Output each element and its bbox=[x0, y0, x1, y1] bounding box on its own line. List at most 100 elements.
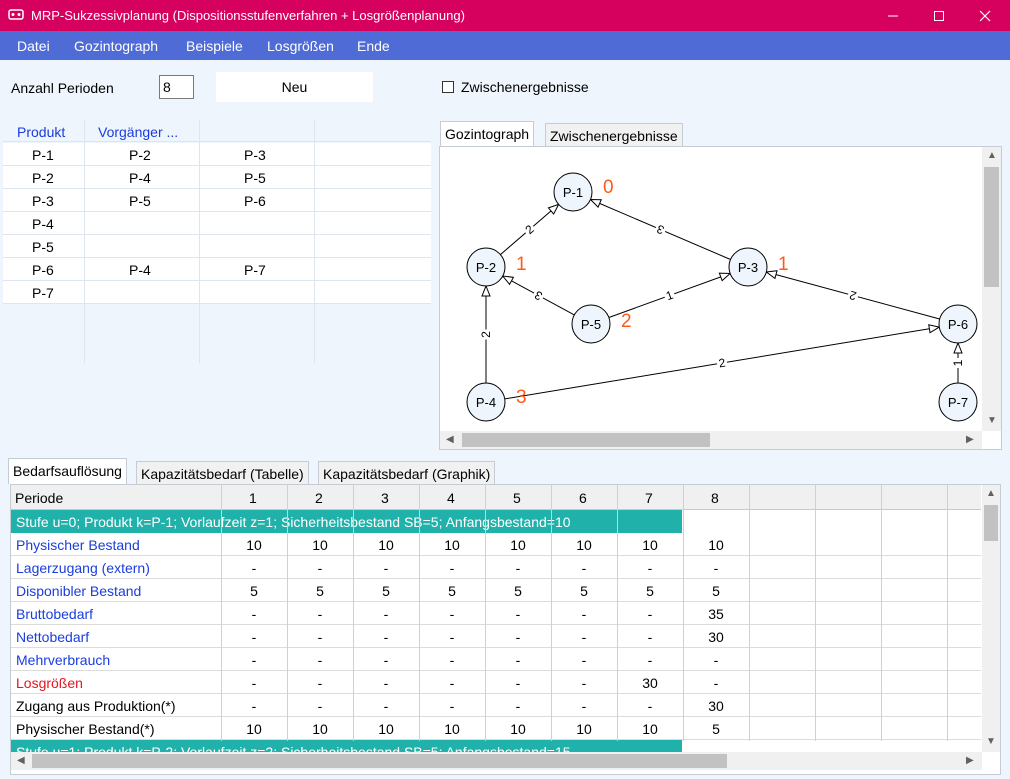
value-cell[interactable]: 10 bbox=[576, 721, 592, 737]
product-cell[interactable]: P-5 bbox=[32, 239, 54, 255]
value-cell[interactable]: - bbox=[317, 560, 323, 576]
value-cell[interactable]: - bbox=[647, 606, 653, 622]
predecessor-cell[interactable]: P-7 bbox=[244, 262, 266, 278]
value-cell[interactable]: - bbox=[581, 606, 587, 622]
value-cell[interactable]: 10 bbox=[510, 721, 526, 737]
value-cell[interactable]: - bbox=[581, 560, 587, 576]
header-produkt[interactable]: Produkt bbox=[17, 124, 66, 140]
table-row[interactable]: Nettobedarf - - - - - - - 30 bbox=[11, 625, 981, 648]
value-cell[interactable]: - bbox=[713, 675, 719, 691]
value-cell[interactable]: - bbox=[515, 606, 521, 622]
graph-horizontal-scrollbar[interactable]: ◀ ▶ bbox=[440, 431, 982, 449]
scroll-up-icon[interactable]: ▲ bbox=[987, 150, 997, 161]
scroll-left-icon[interactable]: ◀ bbox=[446, 434, 454, 445]
predecessor-cell[interactable]: P-5 bbox=[244, 170, 266, 186]
value-cell[interactable]: - bbox=[383, 606, 389, 622]
value-cell[interactable]: - bbox=[251, 606, 257, 622]
menu-beispiele[interactable]: Beispiele bbox=[186, 38, 243, 54]
scroll-down-icon[interactable]: ▼ bbox=[987, 415, 997, 426]
value-cell[interactable]: - bbox=[251, 560, 257, 576]
value-cell[interactable]: - bbox=[383, 560, 389, 576]
value-cell[interactable]: - bbox=[317, 629, 323, 645]
value-cell[interactable]: 10 bbox=[708, 537, 724, 553]
product-cell[interactable]: P-4 bbox=[32, 216, 54, 232]
product-row[interactable]: P-1 P-2 P-3 bbox=[3, 143, 431, 166]
value-cell[interactable]: - bbox=[449, 675, 455, 691]
value-cell[interactable]: - bbox=[581, 652, 587, 668]
value-cell[interactable]: 5 bbox=[580, 583, 588, 599]
header-vorgaenger[interactable]: Vorgänger ... bbox=[98, 124, 179, 140]
tab-kapazitaet-tabelle[interactable]: Kapazitätsbedarf (Tabelle) bbox=[136, 461, 309, 485]
node-p-5[interactable]: P-5 2 bbox=[571, 304, 632, 344]
value-cell[interactable]: 5 bbox=[712, 583, 720, 599]
value-cell[interactable]: 5 bbox=[646, 583, 654, 599]
value-cell[interactable]: 10 bbox=[576, 537, 592, 553]
value-cell[interactable]: 10 bbox=[312, 537, 328, 553]
value-cell[interactable]: 10 bbox=[642, 721, 658, 737]
node-p-2[interactable]: P-2 1 bbox=[466, 247, 527, 287]
value-cell[interactable]: - bbox=[647, 698, 653, 714]
value-cell[interactable]: - bbox=[647, 652, 653, 668]
value-cell[interactable]: 10 bbox=[312, 721, 328, 737]
value-cell[interactable]: 5 bbox=[382, 583, 390, 599]
product-grid[interactable]: Produkt Vorgänger ... P-1 P-2 P-3 P-2 P-4 P-5… bbox=[3, 120, 431, 365]
node-p-4[interactable]: P-4 3 bbox=[466, 382, 527, 422]
table-row[interactable]: Losgrößen - - - - - - 30 - bbox=[11, 671, 981, 694]
value-cell[interactable]: - bbox=[251, 629, 257, 645]
value-cell[interactable]: - bbox=[515, 560, 521, 576]
scroll-up-icon[interactable]: ▲ bbox=[986, 488, 996, 499]
predecessor-cell[interactable]: P-3 bbox=[244, 147, 266, 163]
value-cell[interactable]: - bbox=[581, 698, 587, 714]
new-button[interactable]: Neu bbox=[216, 72, 373, 102]
value-cell[interactable]: 10 bbox=[444, 537, 460, 553]
table-row[interactable]: Physischer Bestand 10 10 10 10 10 10 10 10 bbox=[11, 533, 981, 556]
value-cell[interactable]: 35 bbox=[708, 606, 724, 622]
scroll-down-icon[interactable]: ▼ bbox=[986, 736, 996, 747]
scroll-right-icon[interactable]: ▶ bbox=[966, 434, 974, 445]
value-cell[interactable]: - bbox=[449, 698, 455, 714]
value-cell[interactable]: 5 bbox=[250, 583, 258, 599]
predecessor-cell[interactable]: P-2 bbox=[129, 147, 151, 163]
value-cell[interactable]: 10 bbox=[246, 721, 262, 737]
value-cell[interactable]: - bbox=[317, 698, 323, 714]
product-row[interactable]: P-6 P-4 P-7 bbox=[3, 258, 431, 281]
product-row[interactable]: P-2 P-4 P-5 bbox=[3, 166, 431, 189]
menu-ende[interactable]: Ende bbox=[357, 38, 390, 54]
predecessor-cell[interactable]: P-6 bbox=[244, 193, 266, 209]
value-cell[interactable]: 30 bbox=[708, 629, 724, 645]
product-row[interactable]: P-5 bbox=[3, 235, 431, 258]
table-horizontal-thumb[interactable] bbox=[32, 754, 727, 768]
graph-vertical-thumb[interactable] bbox=[984, 167, 999, 287]
menu-losgroessen[interactable]: Losgrößen bbox=[267, 38, 334, 54]
product-cell[interactable]: P-1 bbox=[32, 147, 54, 163]
periods-input[interactable]: 8 bbox=[159, 75, 194, 99]
value-cell[interactable]: 5 bbox=[712, 721, 720, 737]
table-row[interactable]: Bruttobedarf - - - - - - - 35 bbox=[11, 602, 981, 625]
value-cell[interactable]: - bbox=[383, 629, 389, 645]
value-cell[interactable]: 10 bbox=[378, 537, 394, 553]
table-vertical-scrollbar[interactable]: ▲ ▼ bbox=[982, 485, 1000, 752]
intermediate-checkbox[interactable] bbox=[442, 81, 454, 93]
product-row[interactable]: P-3 P-5 P-6 bbox=[3, 189, 431, 212]
maximize-button[interactable] bbox=[916, 0, 962, 31]
bedarf-table[interactable]: Periode 1 2 3 4 5 6 7 8 Stufe u=0; Produkt k=P-… bbox=[10, 484, 1001, 775]
value-cell[interactable]: - bbox=[713, 652, 719, 668]
menu-gozintograph[interactable]: Gozintograph bbox=[74, 38, 159, 54]
tab-kapazitaet-graphik[interactable]: Kapazitätsbedarf (Graphik) bbox=[318, 461, 496, 485]
tab-gozintograph[interactable]: Gozintograph bbox=[440, 121, 535, 147]
product-cell[interactable]: P-2 bbox=[32, 170, 54, 186]
scroll-right-icon[interactable]: ▶ bbox=[966, 755, 974, 766]
close-button[interactable] bbox=[962, 0, 1008, 31]
scroll-left-icon[interactable]: ◀ bbox=[17, 755, 25, 766]
value-cell[interactable]: - bbox=[449, 652, 455, 668]
value-cell[interactable]: - bbox=[647, 560, 653, 576]
value-cell[interactable]: - bbox=[251, 698, 257, 714]
value-cell[interactable]: 5 bbox=[448, 583, 456, 599]
product-row[interactable]: P-4 bbox=[3, 212, 431, 235]
predecessor-cell[interactable]: P-4 bbox=[129, 170, 151, 186]
value-cell[interactable]: 10 bbox=[378, 721, 394, 737]
value-cell[interactable]: - bbox=[317, 675, 323, 691]
value-cell[interactable]: - bbox=[383, 675, 389, 691]
table-row[interactable]: Physischer Bestand(*) 10 10 10 10 10 10 10 5 bbox=[11, 717, 981, 740]
product-cell[interactable]: P-7 bbox=[32, 285, 54, 301]
